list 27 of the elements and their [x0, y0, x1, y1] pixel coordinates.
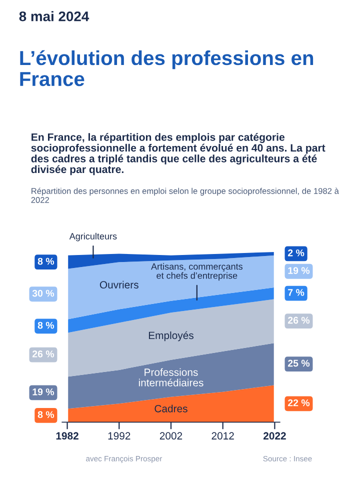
data-label: 7 % [288, 289, 304, 296]
data-label: 19 % [32, 388, 54, 396]
series-label: Cadres [154, 404, 188, 412]
x-tick-label: 2012 [212, 432, 234, 440]
data-label: 8 % [38, 258, 54, 265]
data-label: 26 % [32, 350, 54, 358]
data-label: 8 % [38, 411, 54, 418]
x-tick-label: 2022 [263, 432, 286, 440]
series-label: Professions intermédiaires [138, 368, 204, 386]
data-label: 26 % [288, 316, 310, 324]
text: Répartition des personnes en emploi selon le groupe socioprofessionnel, de 1982 à 2022 [31, 188, 339, 203]
x-tick-label: 2002 [160, 432, 182, 440]
text: 8 mai 2024 [19, 11, 90, 22]
data-label: 25 % [288, 360, 310, 367]
data-label: 2 % [288, 249, 304, 256]
data-label: 19 % [288, 267, 310, 274]
series-label: Ouvriers [100, 280, 138, 288]
data-label: 8 % [38, 322, 54, 329]
series-label: Employés [148, 331, 194, 342]
data-label: 22 % [288, 399, 310, 406]
chart-title: L’évolution des professions en France [20, 50, 314, 86]
data-label: 30 % [32, 290, 54, 297]
x-tick-label: 1982 [56, 432, 78, 440]
x-tick-label: 1992 [108, 432, 130, 440]
series-label: Agriculteurs [69, 232, 117, 242]
series-label: Artisans, commerçants et chefs d’entreprise [151, 263, 242, 281]
chart-subtitle: En France, la répartition des emplois par catégorie socioprofessionnelle a fortement évolué en 40 ans. La part des cadres a triplé tandis que celle des agriculteurs a été divisée par quatre. [31, 133, 326, 176]
